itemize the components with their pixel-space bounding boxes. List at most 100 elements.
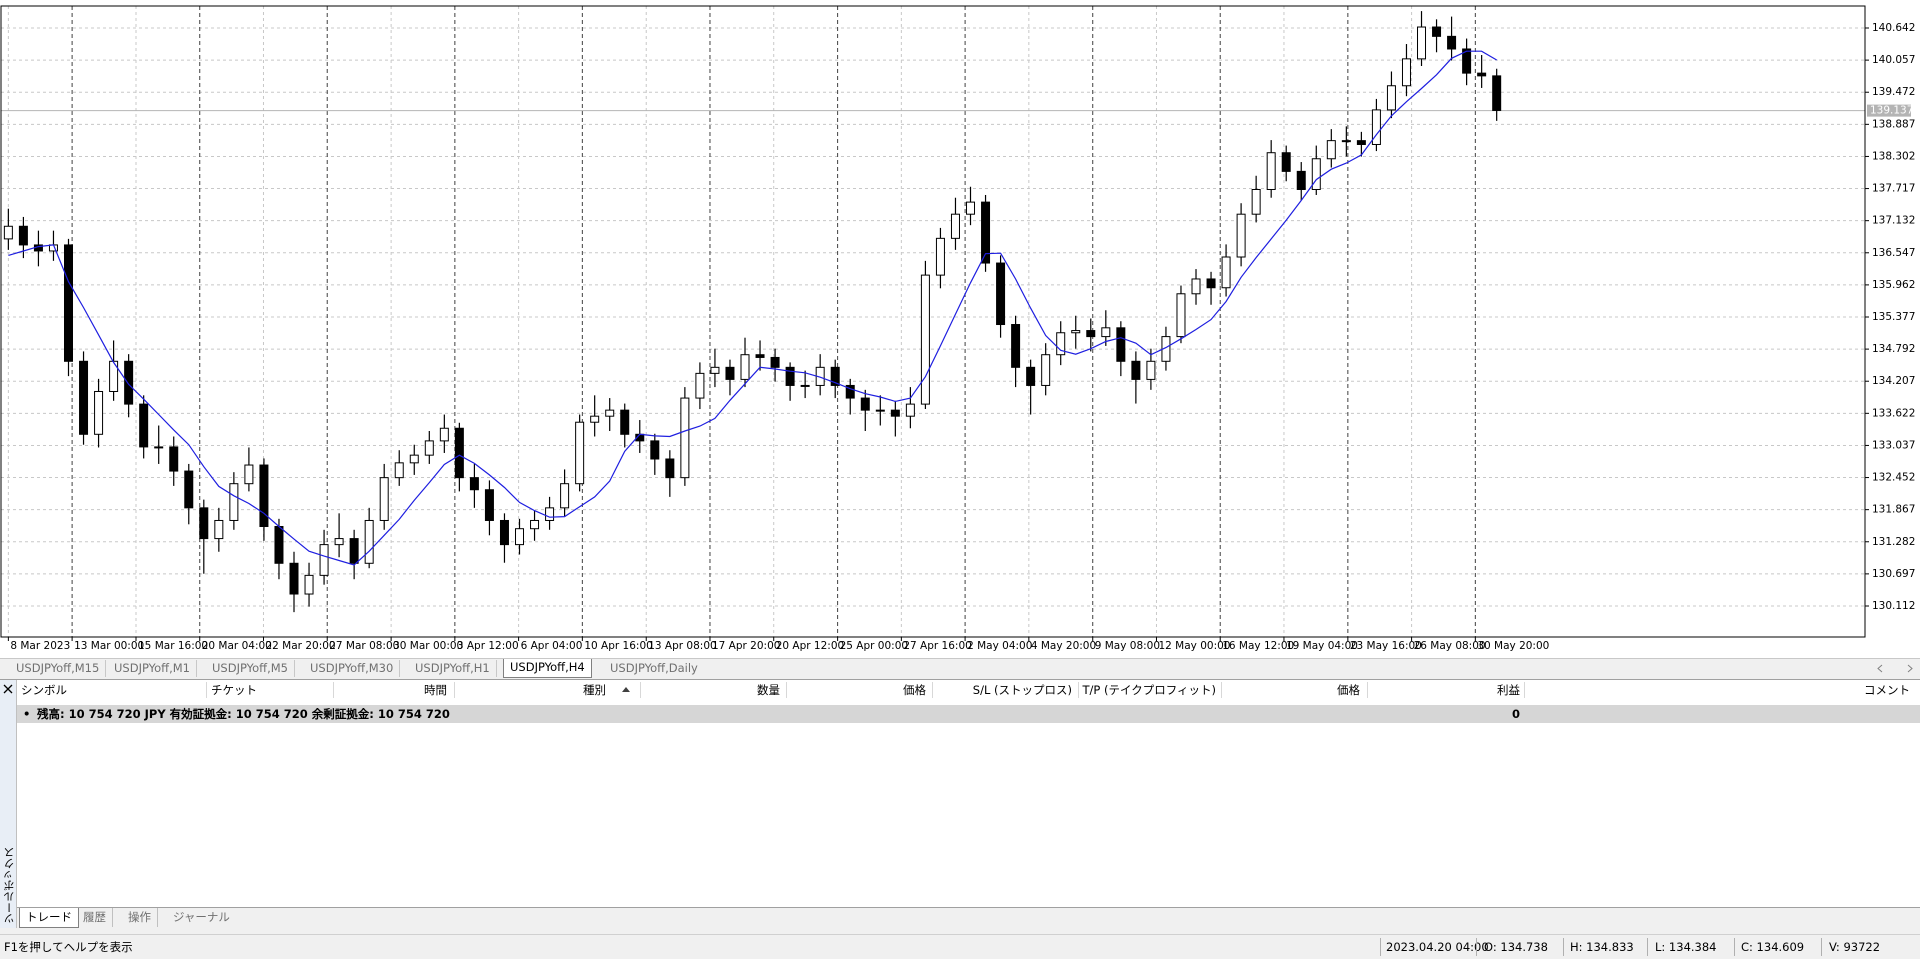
current-price-label: 139.137: [1870, 105, 1913, 117]
candle-body: [981, 201, 991, 264]
y-tick-label: 133.622: [1872, 407, 1915, 419]
candle-body: [875, 409, 885, 412]
y-tick-label: 136.547: [1872, 247, 1915, 259]
column-header[interactable]: S/L (ストップロス): [972, 683, 1072, 697]
x-tick-label: 3 Apr 12:00: [457, 640, 519, 652]
x-tick-label: 22 Mar 20:00: [265, 640, 335, 652]
balance-row[interactable]: • 残高: 10 754 720 JPY 有効証拠金: 10 754 720 余…: [17, 705, 1920, 723]
column-header[interactable]: 時間: [424, 683, 447, 697]
toolbox-strip: ツールボックス: [0, 680, 17, 928]
candle-body: [319, 544, 329, 576]
y-tick-label: 138.302: [1872, 150, 1915, 162]
x-tick-label: 8 Mar 2023: [10, 640, 70, 652]
candle-body: [620, 409, 630, 435]
y-tick-label: 135.962: [1872, 279, 1915, 291]
chart-tab[interactable]: USDJPYoff,M1: [108, 660, 197, 677]
candle-body: [860, 397, 870, 411]
chart-tab[interactable]: USDJPYoff,M15: [10, 660, 107, 677]
candle-body: [1432, 26, 1442, 37]
y-tick-label: 139.472: [1872, 86, 1915, 98]
status-help: F1を押してヘルプを表示: [4, 940, 133, 954]
terminal-tab-active[interactable]: トレード: [19, 908, 79, 928]
candle-body: [1417, 26, 1427, 60]
candle-body: [94, 390, 104, 435]
candle-body: [1326, 140, 1336, 160]
y-tick-label: 134.792: [1872, 343, 1915, 355]
x-tick-label: 23 May 16:00: [1350, 640, 1422, 652]
terminal-tab[interactable]: ジャーナル: [173, 910, 230, 924]
column-header[interactable]: T/P (テイクプロフィット): [1082, 683, 1216, 697]
column-header[interactable]: 利益: [1497, 683, 1520, 697]
y-tick-label: 130.697: [1872, 568, 1915, 580]
candle-body: [1086, 330, 1096, 338]
y-tick-label: 135.377: [1872, 311, 1915, 323]
candle-body: [890, 409, 900, 417]
candle-body: [605, 409, 615, 417]
chart-tab[interactable]: USDJPYoff,Daily: [610, 661, 698, 675]
chart: 140.642 140.057 139.472 138.887 138.302 137.7…: [0, 0, 1920, 658]
candle-body: [1101, 327, 1111, 338]
candle-body: [364, 519, 374, 564]
column-header[interactable]: シンボル: [21, 683, 67, 697]
y-tick-label: 137.717: [1872, 183, 1915, 195]
candle-body: [1281, 152, 1291, 172]
candle-body: [1206, 278, 1216, 289]
candle-body: [244, 464, 254, 485]
chart-tab-active[interactable]: USDJPYoff,H4: [503, 659, 592, 678]
candle-body: [785, 366, 795, 386]
close-button[interactable]: [3, 684, 13, 694]
candle-body: [1401, 58, 1411, 87]
candle-body: [379, 477, 389, 521]
x-tick-label: 4 May 20:00: [1031, 640, 1096, 652]
candle-body: [755, 354, 765, 358]
y-tick-label: 130.112: [1872, 600, 1915, 612]
candle-body: [725, 366, 735, 380]
terminal-panel: ツールボックス シンボル チケット 時間 種別 数量 価格 S/L (ストップロ…: [0, 679, 1920, 928]
candle-body: [469, 477, 479, 491]
plot-frame: [0, 5, 1866, 638]
column-header[interactable]: コメント: [1864, 683, 1910, 697]
balance-text: 残高: 10 754 720 JPY 有効証拠金: 10 754 720 余剰証…: [37, 707, 450, 721]
candle-body: [966, 201, 976, 215]
candle-body: [515, 528, 525, 546]
x-tick-label: 26 May 08:00: [1414, 640, 1486, 652]
terminal-tab-bar: トレード 履歴 操作 ジャーナル: [17, 907, 1920, 928]
candle-body: [1116, 327, 1126, 362]
candle-body: [560, 483, 570, 509]
column-header[interactable]: 価格: [1337, 683, 1360, 697]
terminal-tab[interactable]: 操作: [122, 908, 158, 927]
x-tick-label: 6 Apr 04:00: [521, 640, 583, 652]
candle-body: [1221, 256, 1231, 289]
candle-body: [996, 262, 1006, 326]
x-tick-label: 27 Mar 08:00: [329, 640, 399, 652]
x-tick-label: 20 Mar 04:00: [202, 640, 272, 652]
x-tick-label: 30 Mar 00:00: [393, 640, 463, 652]
candle-body: [64, 244, 74, 362]
candle-body: [800, 384, 810, 387]
candle-body: [18, 225, 28, 246]
chart-tab[interactable]: USDJPYoff,M5: [206, 660, 295, 677]
chart-tab[interactable]: USDJPYoff,H1: [409, 660, 497, 677]
column-header[interactable]: 種別: [583, 683, 606, 697]
candle-body: [439, 427, 449, 442]
status-bar: F1を押してヘルプを表示 2023.04.20 04:00 O: 134.738…: [0, 934, 1920, 959]
candle-body: [334, 538, 344, 546]
column-header[interactable]: チケット: [211, 683, 257, 697]
tab-scroll-arrows[interactable]: [1876, 663, 1916, 674]
candle-body: [1056, 332, 1066, 356]
candle-body: [1356, 140, 1366, 145]
candle-body: [1492, 75, 1502, 111]
column-header[interactable]: 数量: [757, 683, 780, 697]
candle-body: [454, 427, 464, 479]
y-tick-label: 137.132: [1872, 215, 1915, 227]
toolbox-label: ツールボックス: [3, 847, 16, 924]
status-time: 2023.04.20 04:00: [1386, 940, 1489, 954]
terminal-tab[interactable]: 履歴: [77, 908, 113, 927]
candle-body: [1386, 85, 1396, 111]
column-header[interactable]: 価格: [903, 683, 926, 697]
candle-body: [1146, 360, 1156, 380]
x-tick-label: 12 May 00:00: [1158, 640, 1230, 652]
chart-tab[interactable]: USDJPYoff,M30: [304, 660, 401, 677]
profit: 0: [1511, 707, 1520, 721]
